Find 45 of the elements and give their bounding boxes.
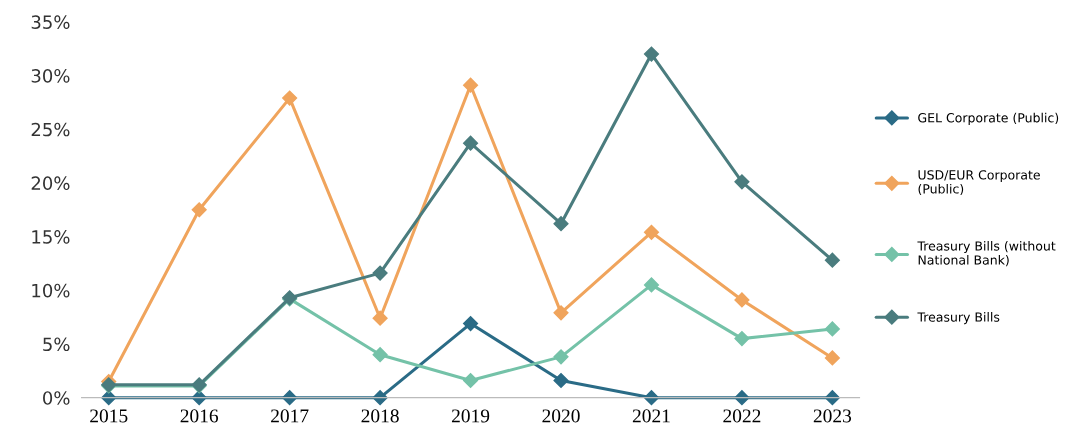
y-tick-label: 10% (32, 283, 70, 298)
legend-label: USD/EUR Corporate (Public) (918, 170, 1040, 196)
point (734, 292, 750, 308)
point (734, 390, 750, 406)
y-tick-label: 5% (43, 337, 70, 352)
point (372, 347, 388, 363)
point (282, 90, 298, 106)
x-tick-label: 2021 (632, 409, 670, 423)
x-tick-label: 2022 (723, 409, 761, 423)
point (824, 252, 840, 268)
point (643, 277, 660, 293)
point (643, 46, 660, 62)
x-tick-label: 2019 (451, 409, 490, 423)
x-tick-label: 2023 (813, 409, 852, 423)
point (191, 202, 207, 218)
point (553, 216, 569, 232)
point (372, 310, 388, 326)
legend-label: Treasury Bills (without National Bank) (917, 241, 1056, 267)
point (553, 305, 569, 321)
y-tick-label: 15% (32, 230, 70, 244)
legend-label: Treasury Bills (917, 312, 1000, 325)
x-tick-label: 2018 (361, 409, 399, 423)
point (372, 390, 388, 406)
point (462, 77, 479, 93)
x-tick-label: 2017 (271, 409, 309, 423)
point (734, 174, 750, 190)
y-tick-label: 25% (31, 122, 70, 137)
point (553, 349, 569, 365)
y-tick-label: 0% (43, 391, 70, 405)
x-tick-label: 2015 (90, 409, 128, 423)
point (462, 372, 479, 389)
point (734, 331, 750, 347)
legend-label: GEL Corporate (Public) (918, 112, 1059, 125)
y-tick-label: 35% (31, 15, 70, 29)
point (824, 350, 840, 366)
x-tick-label: 2016 (180, 409, 219, 423)
y-tick-label: 20% (31, 176, 70, 191)
point (553, 372, 569, 389)
point (643, 224, 660, 240)
point (462, 135, 479, 151)
point (462, 316, 479, 332)
point (372, 265, 388, 281)
point (824, 321, 840, 337)
x-tick-label: 2020 (542, 409, 580, 423)
y-tick-label: 30% (31, 69, 70, 83)
